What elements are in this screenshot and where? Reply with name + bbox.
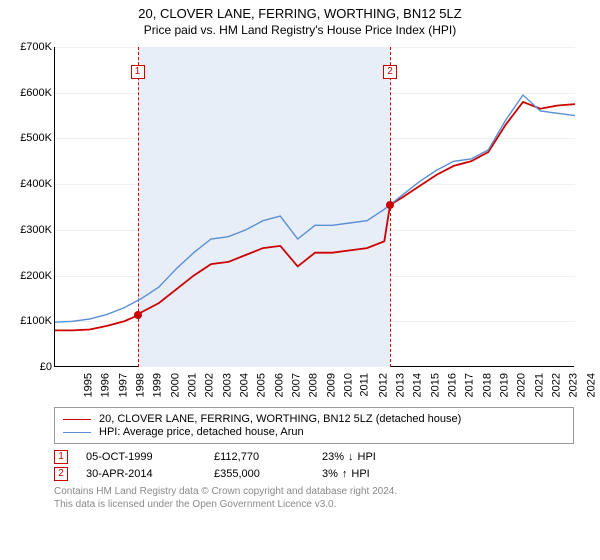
x-axis-label: 2022 xyxy=(550,373,562,397)
x-axis-label: 1997 xyxy=(117,373,129,397)
sale-row: 1 05-OCT-1999 £112,770 23% ↓ HPI xyxy=(54,450,574,464)
y-axis-label: £100K xyxy=(20,315,52,327)
sale-point-icon xyxy=(134,311,142,319)
series-hpi xyxy=(55,95,575,322)
x-axis-label: 2015 xyxy=(429,373,441,397)
sale-marker-icon: 1 xyxy=(54,450,68,464)
x-axis-label: 2023 xyxy=(568,373,580,397)
sale-point-icon xyxy=(386,201,394,209)
sale-delta-label: HPI xyxy=(351,468,369,480)
y-axis-label: £300K xyxy=(20,224,52,236)
copyright-line: This data is licensed under the Open Gov… xyxy=(54,498,574,511)
x-axis-label: 2000 xyxy=(169,373,181,397)
x-axis-label: 2014 xyxy=(412,373,424,397)
x-axis-label: 2013 xyxy=(394,373,406,397)
x-axis-label: 2021 xyxy=(533,373,545,397)
x-axis-label: 2001 xyxy=(186,373,198,397)
sale-price: £355,000 xyxy=(214,468,304,480)
legend-label: HPI: Average price, detached house, Arun xyxy=(99,426,304,438)
legend-item: 20, CLOVER LANE, FERRING, WORTHING, BN12… xyxy=(63,413,565,425)
x-axis-label: 1995 xyxy=(82,373,94,397)
legend: 20, CLOVER LANE, FERRING, WORTHING, BN12… xyxy=(54,407,574,444)
sale-date: 05-OCT-1999 xyxy=(86,451,196,463)
x-axis-label: 2011 xyxy=(359,373,371,397)
y-axis-label: £200K xyxy=(20,270,52,282)
arrow-down-icon: ↓ xyxy=(348,451,354,463)
x-axis-label: 2012 xyxy=(377,373,389,397)
x-axis-label: 2004 xyxy=(238,373,250,397)
y-axis-label: £700K xyxy=(20,41,52,53)
sale-delta-pct: 23% xyxy=(322,451,344,463)
x-axis-label: 2006 xyxy=(273,373,285,397)
x-axis-label: 2005 xyxy=(256,373,268,397)
y-axis-label: £600K xyxy=(20,87,52,99)
vline-marker-icon: 2 xyxy=(383,65,397,79)
y-axis-label: £500K xyxy=(20,132,52,144)
arrow-up-icon: ↑ xyxy=(342,468,348,480)
x-axis-label: 2017 xyxy=(464,373,476,397)
sale-row: 2 30-APR-2014 £355,000 3% ↑ HPI xyxy=(54,467,574,481)
legend-swatch xyxy=(63,419,91,420)
y-axis-label: £400K xyxy=(20,178,52,190)
sale-delta-label: HPI xyxy=(358,451,376,463)
chart-subtitle: Price paid vs. HM Land Registry's House … xyxy=(8,23,592,37)
vline-marker-icon: 1 xyxy=(131,65,145,79)
x-axis-label: 1999 xyxy=(152,373,164,397)
x-axis-label: 2009 xyxy=(325,373,337,397)
plot-region: 12 xyxy=(54,47,574,367)
x-axis-label: 2008 xyxy=(308,373,320,397)
copyright-line: Contains HM Land Registry data © Crown c… xyxy=(54,485,574,498)
y-axis-label: £0 xyxy=(40,361,52,373)
sale-price: £112,770 xyxy=(214,451,304,463)
legend-label: 20, CLOVER LANE, FERRING, WORTHING, BN12… xyxy=(99,413,461,425)
sale-date: 30-APR-2014 xyxy=(86,468,196,480)
x-axis-label: 2019 xyxy=(498,373,510,397)
sales-table: 1 05-OCT-1999 £112,770 23% ↓ HPI 2 30-AP… xyxy=(54,450,574,481)
x-axis-label: 2002 xyxy=(204,373,216,397)
chart-title-block: 20, CLOVER LANE, FERRING, WORTHING, BN12… xyxy=(8,6,592,37)
x-axis-label: 2020 xyxy=(516,373,528,397)
x-axis-label: 2024 xyxy=(585,373,597,397)
chart-area: 12 £0£100K£200K£300K£400K£500K£600K£700K… xyxy=(8,43,592,403)
x-axis-label: 2010 xyxy=(342,373,354,397)
x-axis-label: 2018 xyxy=(481,373,493,397)
copyright-notice: Contains HM Land Registry data © Crown c… xyxy=(54,485,574,511)
x-axis-label: 2016 xyxy=(446,373,458,397)
x-axis-label: 2003 xyxy=(221,373,233,397)
sale-delta: 3% ↑ HPI xyxy=(322,468,412,480)
chart-title: 20, CLOVER LANE, FERRING, WORTHING, BN12… xyxy=(8,6,592,21)
x-axis-label: 1998 xyxy=(134,373,146,397)
x-axis-label: 1996 xyxy=(100,373,112,397)
sale-delta: 23% ↓ HPI xyxy=(322,451,412,463)
legend-swatch xyxy=(63,432,91,433)
x-axis-label: 2007 xyxy=(290,373,302,397)
sale-delta-pct: 3% xyxy=(322,468,338,480)
legend-item: HPI: Average price, detached house, Arun xyxy=(63,426,565,438)
sale-marker-icon: 2 xyxy=(54,467,68,481)
line-svg xyxy=(55,47,575,367)
